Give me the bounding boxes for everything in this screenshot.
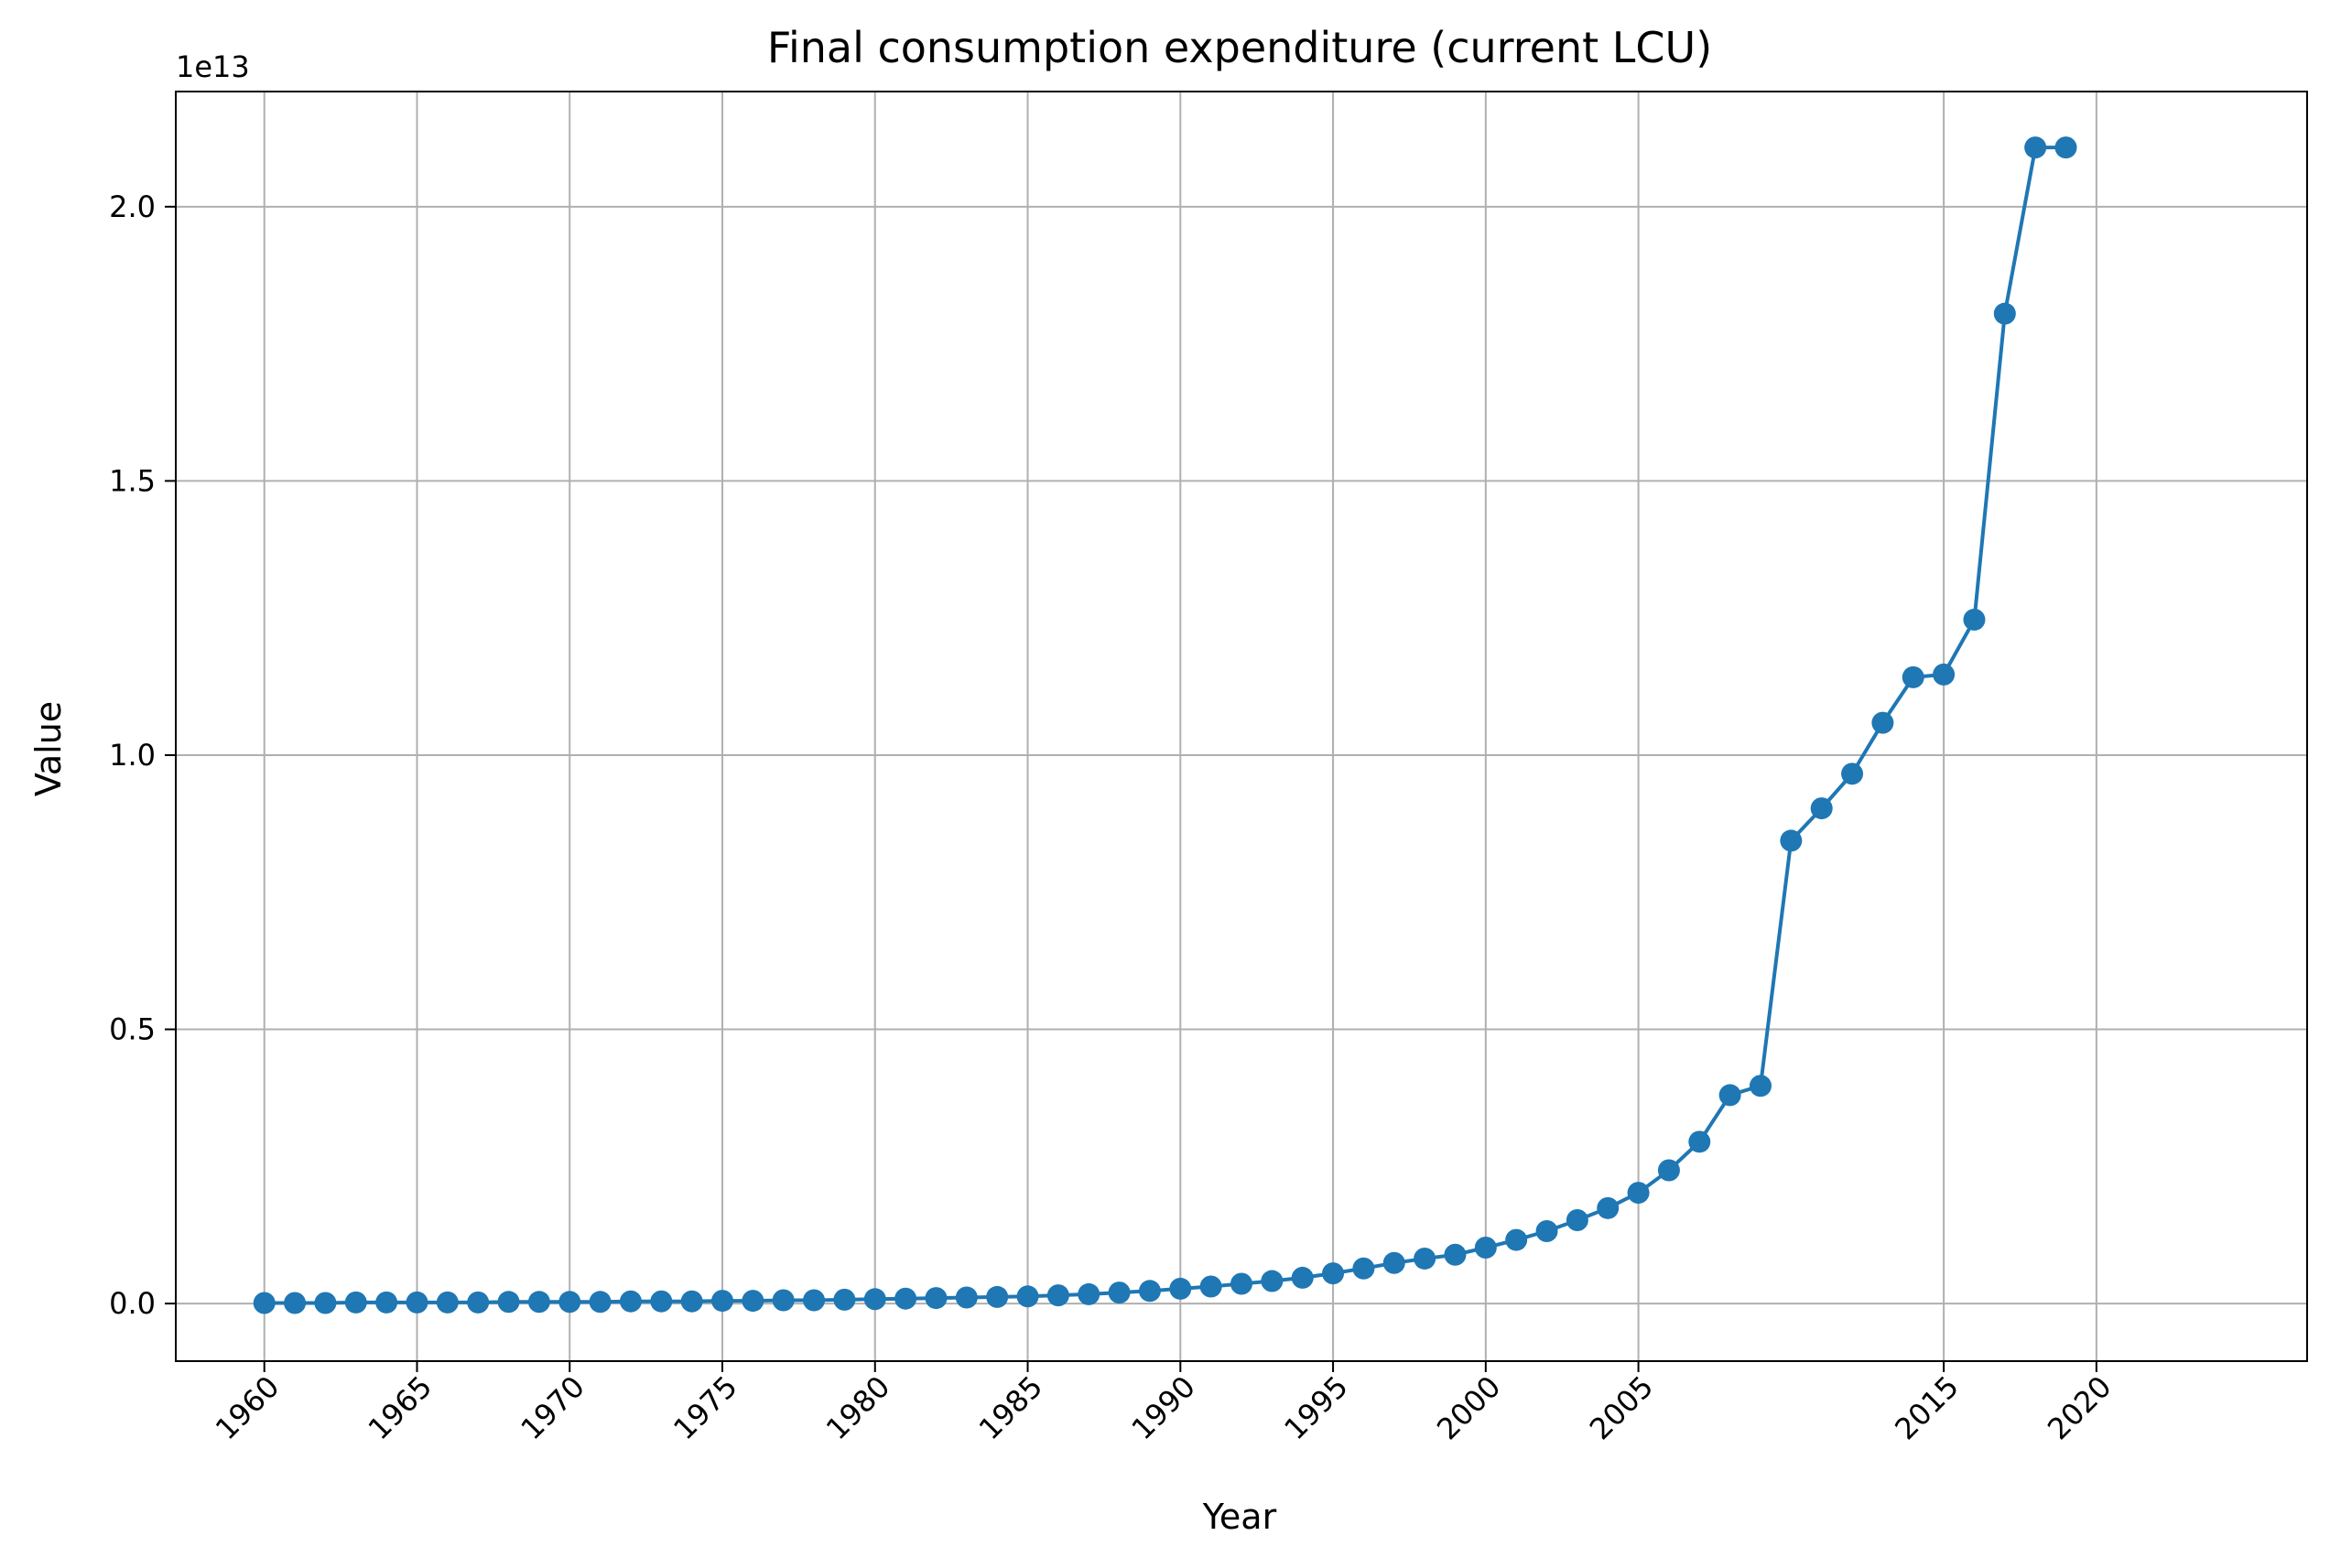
data-point xyxy=(1322,1262,1345,1285)
y-tick-label: 0.5 xyxy=(109,1012,156,1047)
data-point xyxy=(253,1292,276,1314)
data-point xyxy=(1474,1236,1497,1259)
data-point xyxy=(925,1287,948,1310)
y-tick-label: 0.0 xyxy=(109,1286,156,1321)
chart-title: Final consumption expenditure (current L… xyxy=(767,23,1712,72)
data-point xyxy=(619,1290,642,1313)
data-point xyxy=(558,1291,581,1314)
data-point xyxy=(1138,1280,1161,1303)
series-layer xyxy=(253,136,2077,1314)
data-point xyxy=(1016,1285,1039,1308)
data-point xyxy=(1414,1247,1436,1270)
data-point xyxy=(863,1288,886,1311)
data-point xyxy=(894,1287,917,1310)
data-point xyxy=(1046,1284,1069,1307)
data-point xyxy=(1871,711,1894,734)
y-tick-label: 1.5 xyxy=(109,463,156,498)
data-point xyxy=(1993,302,2016,325)
data-point xyxy=(1535,1220,1558,1243)
data-point xyxy=(650,1290,673,1313)
data-point xyxy=(772,1289,795,1312)
data-point xyxy=(1291,1266,1314,1289)
data-point xyxy=(406,1291,428,1314)
data-point xyxy=(1566,1209,1588,1232)
y-tick-label: 2.0 xyxy=(109,189,156,224)
data-point xyxy=(1230,1272,1252,1295)
data-point xyxy=(1749,1075,1772,1098)
x-axis-label: Year xyxy=(1202,1497,1277,1537)
data-point xyxy=(1505,1228,1528,1251)
data-point xyxy=(1078,1282,1100,1305)
data-point xyxy=(1657,1159,1680,1182)
data-point xyxy=(314,1292,337,1314)
y-offset-label: 1e13 xyxy=(176,49,250,84)
data-point xyxy=(1688,1130,1711,1153)
data-point xyxy=(1627,1182,1650,1205)
data-point xyxy=(527,1291,550,1314)
data-point xyxy=(1718,1084,1741,1107)
data-point xyxy=(680,1290,703,1313)
data-point xyxy=(711,1290,734,1313)
data-point xyxy=(1108,1281,1131,1304)
grid-lines xyxy=(176,92,2307,1361)
data-point xyxy=(344,1291,367,1314)
data-point xyxy=(803,1289,826,1312)
y-tick-label: 1.0 xyxy=(109,738,156,773)
data-point xyxy=(1352,1257,1375,1280)
data-point xyxy=(1841,762,1864,785)
data-point xyxy=(1933,663,1956,686)
data-point xyxy=(1780,829,1803,852)
data-point xyxy=(375,1291,398,1314)
data-point xyxy=(1902,665,1924,688)
data-point xyxy=(284,1292,307,1314)
data-point xyxy=(833,1288,856,1311)
data-point xyxy=(589,1291,612,1314)
data-point xyxy=(986,1285,1009,1308)
data-point xyxy=(467,1291,490,1314)
data-point xyxy=(436,1291,459,1314)
y-axis-label: Value xyxy=(28,701,69,796)
data-point xyxy=(1597,1196,1620,1219)
data-point xyxy=(1444,1243,1467,1266)
data-point xyxy=(1261,1270,1284,1292)
plot-frame xyxy=(175,91,2308,1362)
data-point xyxy=(1382,1251,1405,1274)
data-point xyxy=(1963,608,1986,631)
data-point xyxy=(2024,136,2047,159)
data-point xyxy=(1810,797,1833,820)
data-point xyxy=(742,1290,764,1313)
data-point xyxy=(955,1286,978,1309)
data-point xyxy=(497,1291,520,1314)
data-point xyxy=(1199,1275,1222,1298)
axes xyxy=(165,91,2308,1372)
data-point xyxy=(2054,136,2077,159)
data-point xyxy=(1169,1277,1192,1300)
